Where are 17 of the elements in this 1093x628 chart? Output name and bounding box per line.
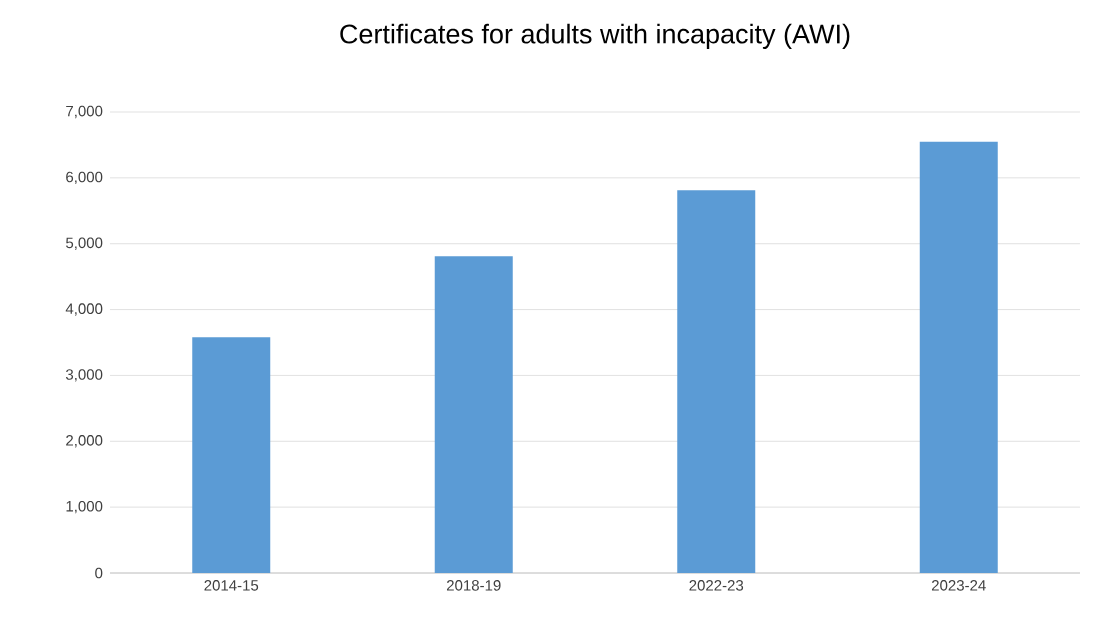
y-tick-label: 3,000 (65, 369, 103, 382)
bar (434, 256, 513, 573)
y-tick-label: 7,000 (66, 105, 103, 119)
y-tick-label: 5,000 (66, 237, 103, 250)
bar (919, 141, 998, 573)
y-tick-label: 6,000 (66, 171, 103, 185)
y-tick-label: 0 (95, 567, 103, 579)
bar (192, 337, 271, 573)
y-tick-label: 2,000 (66, 435, 103, 448)
y-tick-label: 1,000 (66, 500, 103, 514)
x-tick-label: 2022-23 (689, 580, 744, 591)
x-tick-label: 2014-15 (204, 580, 259, 591)
chart-title: Certificates for adults with incapacity (AWI) (340, 23, 850, 49)
x-tick-label: 2018-19 (446, 580, 501, 591)
bar (677, 190, 756, 573)
x-tick-label: 2023-24 (931, 580, 986, 591)
y-tick-label: 4,000 (65, 303, 103, 316)
